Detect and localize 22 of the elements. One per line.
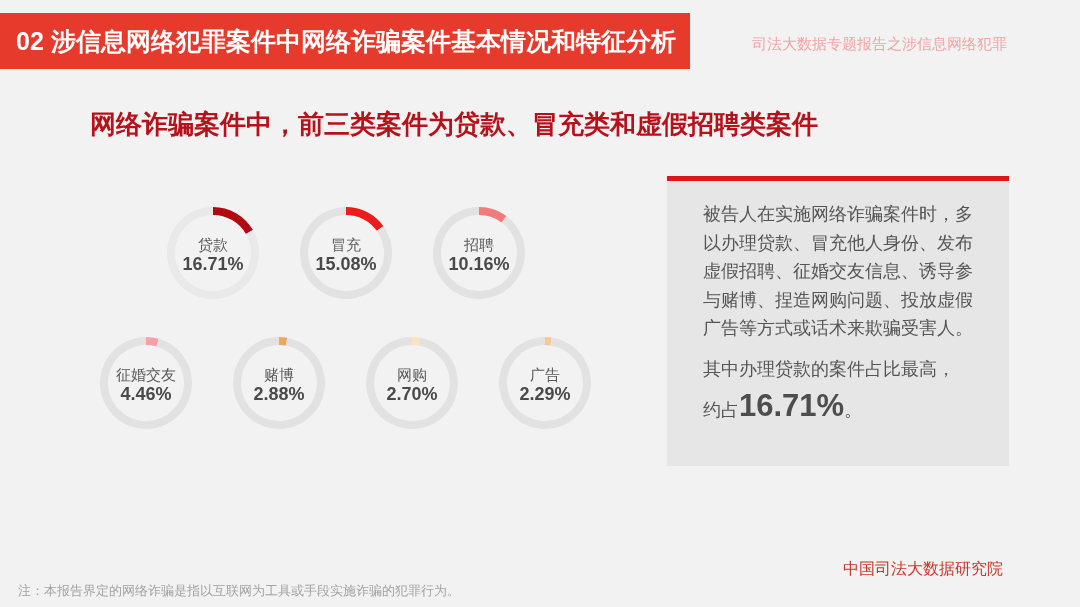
value-label: 10.16% (447, 254, 510, 274)
card-text: 约占16.71%。 (703, 386, 864, 425)
annotation: 注：本报告界定的网络诈骗是指以互联网为工具或手段实施诈骗的犯罪行为。 (18, 582, 460, 600)
card-text: 被告人在实施网络诈骗案件时，多以办理贷款、冒充他人身份、发布虚假招聘、征婚交友信息、诱导参与赌博、捏造网购问题、投放虚假广告等方式或话术来欺骗受害人。 (703, 203, 974, 341)
annotation: 中国司法大数据研究院 (843, 559, 1003, 579)
title: 02 涉信息网络犯罪案件中网络诈骗案件基本情况和特征分析 (16, 26, 676, 57)
value-label: 4.46% (120, 384, 172, 404)
category-label: 冒充 (330, 236, 361, 253)
value-label: 2.70% (386, 384, 438, 404)
value-label: 15.08% (314, 254, 377, 274)
annotation: 司法大数据专题报告之涉信息网络犯罪 (752, 34, 1007, 54)
category-label: 贷款 (197, 236, 228, 253)
category-label: 招聘 (463, 236, 494, 253)
category-label: 广告 (530, 366, 560, 383)
subtitle: 网络诈骗案件中，前三类案件为贷款、冒充类和虚假招聘类案件 (90, 108, 818, 141)
card-text: 其中办理贷款的案件占比最高， (703, 357, 956, 381)
value-label: 16.71% (181, 254, 244, 274)
category-label: 网购 (397, 366, 427, 383)
category-label: 征婚交友 (116, 366, 176, 383)
value-label: 2.29% (519, 384, 571, 404)
value-label: 2.88% (253, 384, 305, 404)
category-label: 赌博 (264, 366, 294, 383)
